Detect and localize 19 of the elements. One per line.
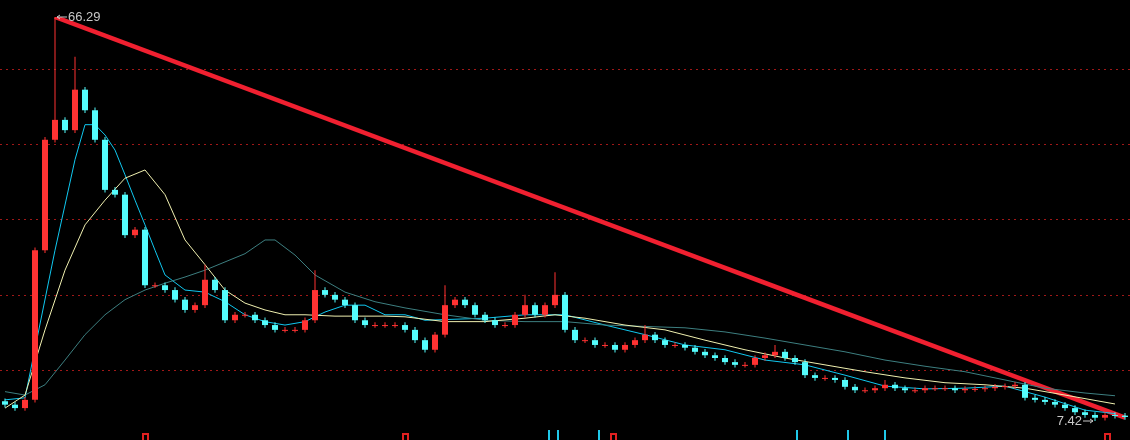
candlestick [942, 385, 948, 391]
candlestick [502, 322, 508, 328]
candlestick [242, 312, 248, 318]
candlestick [292, 327, 298, 333]
annotation: 7.42 [1056, 412, 1082, 428]
candlestick [392, 322, 398, 328]
candlestick [822, 375, 828, 381]
candlestick [742, 362, 748, 368]
candlestick [972, 386, 978, 392]
annotation: 66.29 [68, 8, 101, 24]
candlestick [372, 322, 378, 328]
candlestick [382, 322, 388, 328]
candlestick [582, 337, 588, 343]
candlestick [672, 342, 678, 348]
candlestick [932, 385, 938, 391]
candlestick [982, 385, 988, 392]
candlestick [1002, 383, 1008, 390]
candlestick [282, 327, 288, 333]
candlestick [602, 342, 608, 348]
